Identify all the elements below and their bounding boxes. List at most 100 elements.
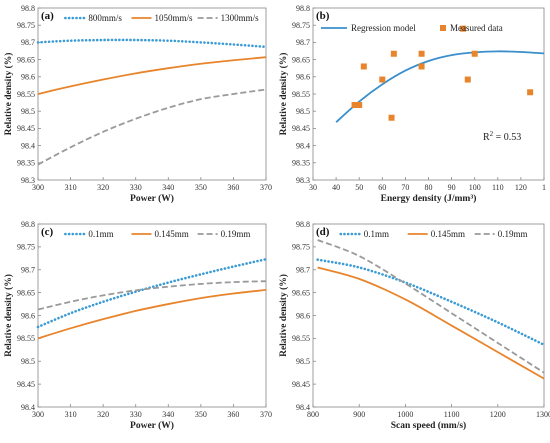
x-axis-label: Scan speed (mm/s) bbox=[391, 420, 466, 431]
x-axis-label: Power (W) bbox=[130, 193, 174, 204]
data-point bbox=[351, 102, 358, 109]
series-line-2 bbox=[317, 239, 545, 374]
y-tick-label: 98.45 bbox=[17, 380, 35, 389]
y-tick-label: 98.45 bbox=[17, 124, 35, 133]
x-tick-label: 1000 bbox=[397, 410, 413, 419]
y-tick-label: 98.65 bbox=[292, 288, 310, 297]
legend-label-2: 0.19mm bbox=[498, 229, 528, 239]
legend-label-2: 0.19mm bbox=[221, 229, 251, 239]
y-tick-label: 98.45 bbox=[292, 380, 310, 389]
panel-label: (c) bbox=[41, 226, 54, 238]
legend-label-1: 0.145mm bbox=[431, 229, 465, 239]
y-tick-label: 98.4 bbox=[21, 141, 35, 150]
x-tick-label: 30 bbox=[309, 183, 317, 192]
plot-frame bbox=[312, 7, 545, 181]
data-point bbox=[388, 114, 395, 121]
x-tick-label: 120 bbox=[515, 183, 527, 192]
y-tick-label: 98.8 bbox=[296, 220, 310, 229]
chart-panel-b: 98.3 98.35 98.4 98.45 98.5 98.55 98.6 98.65 98.7… bbox=[278, 4, 546, 204]
x-tick-label: 70 bbox=[401, 183, 409, 192]
y-axis-label: Relative density (%) bbox=[3, 53, 14, 136]
y-tick-label: 98.6 bbox=[21, 73, 35, 82]
y-tick-label: 98.75 bbox=[17, 243, 35, 252]
series-line-1 bbox=[37, 288, 267, 340]
x-axis-label: Power (W) bbox=[130, 420, 174, 431]
y-tick-label: 98.5 bbox=[21, 357, 35, 366]
legend-swatch-measured bbox=[440, 25, 446, 31]
y-tick-label: 98.7 bbox=[21, 266, 35, 275]
data-point bbox=[418, 50, 425, 57]
x-tick-label: 100 bbox=[469, 183, 481, 192]
x-tick-label: 50 bbox=[355, 183, 363, 192]
x-tick-label: 1100 bbox=[444, 410, 460, 419]
data-point bbox=[379, 76, 386, 83]
y-tick-label: 98.75 bbox=[17, 21, 35, 30]
x-tick-label: 350 bbox=[195, 183, 207, 192]
y-tick-label: 98.3 bbox=[296, 176, 310, 185]
r-squared-superscript: 2 bbox=[490, 130, 494, 138]
x-axis-label: Energy density (J/mm³) bbox=[381, 193, 477, 204]
legend-label-0: 0.1mm bbox=[364, 229, 389, 239]
y-tick-label: 98.35 bbox=[17, 159, 35, 168]
chart-panel-c: 98.4 98.45 98.5 98.55 98.6 98.65 98.7 98.75 98.8… bbox=[3, 220, 272, 431]
x-tick-label: 80 bbox=[425, 183, 433, 192]
y-tick-label: 98.8 bbox=[21, 220, 35, 229]
y-tick-label: 98.5 bbox=[296, 107, 310, 116]
y-tick-label: 98.6 bbox=[296, 73, 310, 82]
series-line-2 bbox=[37, 280, 267, 311]
legend-label-0: 800mm/s bbox=[88, 13, 122, 23]
data-point bbox=[471, 50, 478, 57]
y-tick-label: 98.65 bbox=[17, 55, 35, 64]
legend-label-measured: Measured data bbox=[450, 23, 503, 33]
y-tick-label: 98.6 bbox=[296, 311, 310, 320]
series-line-1 bbox=[37, 56, 267, 95]
data-point bbox=[418, 63, 425, 70]
y-tick-label: 98.7 bbox=[296, 38, 310, 47]
x-tick-label: 320 bbox=[97, 410, 109, 419]
y-tick-label: 98.8 bbox=[296, 4, 310, 13]
x-tick-label: 360 bbox=[227, 183, 239, 192]
x-tick-label: 310 bbox=[65, 183, 77, 192]
y-tick-label: 98.4 bbox=[296, 403, 310, 412]
panel-label: (a) bbox=[41, 10, 54, 22]
y-tick-label: 98.55 bbox=[17, 334, 35, 343]
x-tick-label: 370 bbox=[260, 410, 272, 419]
data-point bbox=[360, 63, 367, 70]
x-tick-label: 110 bbox=[492, 183, 504, 192]
y-tick-label: 98.5 bbox=[21, 107, 35, 116]
regression-line bbox=[335, 50, 545, 123]
y-axis-label: Relative density (%) bbox=[3, 274, 14, 357]
x-tick-label: 300 bbox=[32, 183, 44, 192]
x-tick-label: 340 bbox=[162, 410, 174, 419]
x-tick-label: 900 bbox=[353, 410, 365, 419]
data-point bbox=[390, 50, 397, 57]
r-squared-annotation: R2 = 0.53 bbox=[483, 130, 521, 143]
y-tick-label: 98.45 bbox=[292, 124, 310, 133]
y-tick-label: 98.55 bbox=[292, 334, 310, 343]
x-tick-label: 340 bbox=[162, 183, 174, 192]
x-tick-label: 330 bbox=[130, 410, 142, 419]
y-tick-label: 98.35 bbox=[292, 159, 310, 168]
plot-frame bbox=[37, 223, 267, 408]
chart-panel-a: 98.3 98.35 98.4 98.45 98.5 98.55 98.6 98.65 98.7… bbox=[3, 4, 272, 204]
x-tick-label: 350 bbox=[195, 410, 207, 419]
x-tick-label: 90 bbox=[448, 183, 456, 192]
data-point bbox=[356, 102, 363, 109]
y-tick-label: 98.55 bbox=[292, 90, 310, 99]
legend-label-2: 1300mm/s bbox=[221, 13, 260, 23]
x-tick-label: 60 bbox=[378, 183, 386, 192]
y-tick-label: 98.7 bbox=[21, 38, 35, 47]
data-point bbox=[464, 76, 471, 83]
y-tick-label: 98.65 bbox=[292, 55, 310, 64]
chart-panel-d: 98.4 98.45 98.5 98.55 98.6 98.65 98.7 98.75 98.8… bbox=[278, 220, 550, 431]
legend-label-1: 0.145mm bbox=[154, 229, 188, 239]
y-tick-label: 98.65 bbox=[17, 288, 35, 297]
x-tick-label: 40 bbox=[332, 183, 340, 192]
series-line-0 bbox=[36, 257, 268, 329]
x-tick-label: 320 bbox=[97, 183, 109, 192]
y-axis-label: Relative density (%) bbox=[278, 274, 289, 357]
x-tick-label: 310 bbox=[65, 410, 77, 419]
x-tick-label: 370 bbox=[260, 183, 272, 192]
y-tick-label: 98.75 bbox=[292, 21, 310, 30]
x-tick-label: 330 bbox=[130, 183, 142, 192]
